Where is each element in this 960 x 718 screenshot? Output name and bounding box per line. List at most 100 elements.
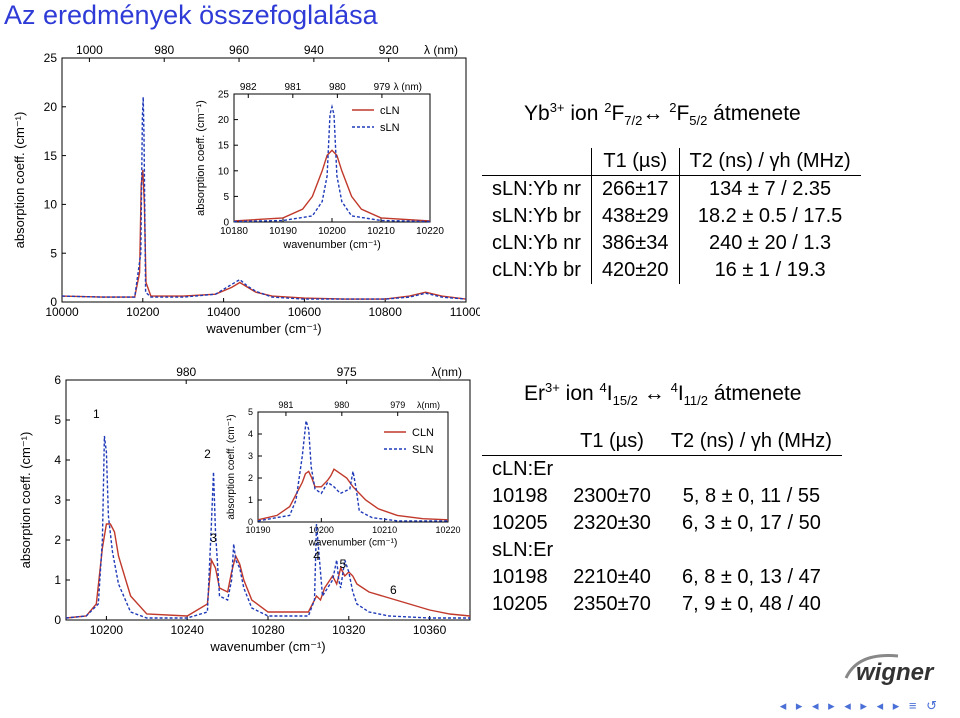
x-axis-label: wavenumber (cm⁻¹) — [308, 537, 398, 548]
table-cell: cLN:Yb br — [492, 259, 581, 281]
table-cell — [661, 456, 842, 484]
table-header-cell: T1 (µs) — [590, 148, 680, 176]
nav-subsection-icon[interactable]: ◂ ▸ — [811, 698, 838, 713]
table-cell: 18.2 ± 0.5 / 17.5 — [678, 203, 861, 230]
series-line-cln — [257, 468, 449, 521]
table-cell: 134 ± 7 / 2.35 — [678, 175, 861, 203]
table-cell — [563, 537, 661, 564]
y-axis-label: absorption coeff. (cm⁻¹) — [226, 414, 237, 519]
y-tick-label: 6 — [54, 373, 61, 387]
peak-label: 1 — [93, 407, 100, 421]
series-line-sln — [233, 104, 431, 223]
table-cell: 5, 8 ± 0, 11 / 55 — [682, 485, 821, 507]
nav-slide-icon[interactable]: ◂ ▸ — [876, 698, 903, 713]
x-tick-label: 10800 — [369, 305, 403, 319]
table-row: 10205 2350±70 7, 9 ± 0, 48 / 40 — [482, 591, 842, 618]
x-tick-label: 10210 — [372, 525, 397, 535]
nav-search-icon[interactable]: ↺ — [926, 698, 940, 713]
x-tick-label: 10200 — [126, 305, 160, 319]
table-row: 10198 2300±70 5, 8 ± 0, 11 / 55 — [482, 483, 842, 510]
y-tick-label: 1 — [248, 495, 253, 505]
x-tick-label: 10600 — [288, 305, 322, 319]
y-tick-label: 20 — [218, 115, 230, 126]
x-tick-label: 10190 — [269, 226, 297, 237]
table-row: cLN:Yb nr 386±34 240 ± 20 / 1.3 — [482, 230, 861, 257]
beamer-navigation[interactable]: ◂ ▸ ◂ ▸ ◂ ▸ ◂ ▸ ≡ ↺ — [780, 698, 940, 714]
x-tick-label: 10190 — [245, 525, 270, 535]
er-transition-caption: Er3+ ion 4I15/2 ↔ 4I11/2 átmenete — [524, 380, 802, 409]
x-tick-label: 10400 — [207, 305, 241, 319]
top-axis-label: λ(nm) — [431, 365, 462, 379]
nav-section-icon[interactable]: ◂ ▸ — [844, 698, 870, 713]
table-cell: 2350±70 — [573, 593, 651, 615]
table-row: 10198 2210±40 6, 8 ± 0, 13 / 47 — [482, 564, 842, 591]
peak-label: 4 — [313, 549, 320, 563]
table-cell — [661, 537, 842, 564]
y-tick-label: 15 — [218, 141, 230, 152]
y-tick-label: 2 — [248, 473, 253, 483]
y-tick-label: 5 — [54, 413, 61, 427]
y-tick-label: 0 — [50, 295, 57, 309]
table-cell: 6, 8 ± 0, 13 / 47 — [681, 566, 821, 588]
y-tick-label: 25 — [44, 51, 58, 65]
x-tick-label: 10000 — [45, 305, 79, 319]
legend-label: SLN — [412, 444, 433, 456]
table-header-row: T1 (µs) T2 (ns) / γh (MHz) — [482, 428, 842, 456]
table-cell: 2210±40 — [573, 566, 651, 588]
table-cell: 2320±30 — [573, 512, 651, 534]
table-cell: 420±20 — [590, 257, 680, 284]
top-tick-label: 1000 — [76, 43, 103, 57]
x-tick-label: 10220 — [435, 525, 460, 535]
table-cell: 10198 — [492, 566, 548, 588]
peak-label: 5 — [339, 557, 346, 571]
x-axis-label: wavenumber (cm⁻¹) — [209, 639, 325, 654]
top-tick-label: 982 — [240, 82, 257, 93]
nav-menu-icon[interactable]: ≡ — [908, 698, 920, 713]
y-tick-label: 3 — [54, 493, 61, 507]
table-cell: sLN:Er — [492, 539, 554, 561]
table-cell: 240 ± 20 / 1.3 — [678, 230, 861, 257]
table-cell: cLN:Yb nr — [492, 232, 581, 254]
y-tick-label: 15 — [44, 149, 58, 163]
y-tick-label: 20 — [44, 100, 58, 114]
yb-results-table: T1 (µs) T2 (ns) / γh (MHz) sLN:Yb nr 266±… — [482, 148, 861, 284]
top-tick-label: 980 — [334, 400, 349, 410]
nav-frame-icon[interactable]: ◂ ▸ — [779, 698, 806, 713]
top-axis-label: λ (nm) — [394, 82, 422, 93]
top-tick-label: 981 — [278, 400, 293, 410]
table-header-cell: T2 (ns) / γh (MHz) — [670, 430, 832, 452]
series-line-sln — [61, 96, 467, 300]
y-tick-label: 2 — [54, 533, 61, 547]
inset-frame — [233, 93, 431, 223]
x-tick-label: 10210 — [367, 226, 395, 237]
table-cell: 7, 9 ± 0, 48 / 40 — [681, 593, 821, 615]
er-absorption-chart: 10200 10240 10280 10320 10360 0 1 2 3 4 5 6 980 975 97… — [18, 365, 471, 654]
top-tick-label: 980 — [176, 365, 196, 379]
top-tick-label: 975 — [337, 365, 357, 379]
y-tick-label: 3 — [248, 451, 253, 461]
x-tick-label: 10280 — [251, 623, 285, 637]
table-cell: sLN:Yb br — [492, 205, 581, 227]
x-tick-label: 10200 — [309, 525, 334, 535]
peak-label: 6 — [390, 583, 397, 597]
y-axis-label: absorption coeff. (cm⁻¹) — [18, 432, 33, 569]
table-row: sLN:Yb br 438±29 18.2 ± 0.5 / 17.5 — [482, 203, 861, 230]
table-header-cell — [482, 428, 563, 456]
x-tick-label: 10240 — [171, 623, 205, 637]
top-tick-label: 980 — [154, 43, 174, 57]
yb-transition-caption: Yb3+ ion 2F7/2↔ 2F5/2 átmenete — [524, 100, 801, 129]
table-cell: sLN:Yb nr — [492, 178, 581, 200]
y-tick-label: 0 — [223, 218, 229, 229]
yb-absorption-chart: 10000 10200 10400 10600 10800 110000510152025… — [12, 43, 480, 336]
y-tick-label: 5 — [248, 407, 253, 417]
table-cell: 6, 3 ± 0, 17 / 50 — [681, 512, 821, 534]
top-tick-label: 979 — [374, 82, 391, 93]
y-tick-label: 0 — [54, 613, 61, 627]
y-tick-label: 10 — [44, 198, 58, 212]
y-tick-label: 5 — [50, 246, 57, 260]
y-tick-label: 4 — [54, 453, 61, 467]
slide-title: Az eredmények összefoglalása — [4, 0, 378, 30]
table-cell: 2300±70 — [573, 485, 651, 507]
x-tick-label: 10220 — [416, 226, 444, 237]
peak-label: 2 — [204, 447, 211, 461]
